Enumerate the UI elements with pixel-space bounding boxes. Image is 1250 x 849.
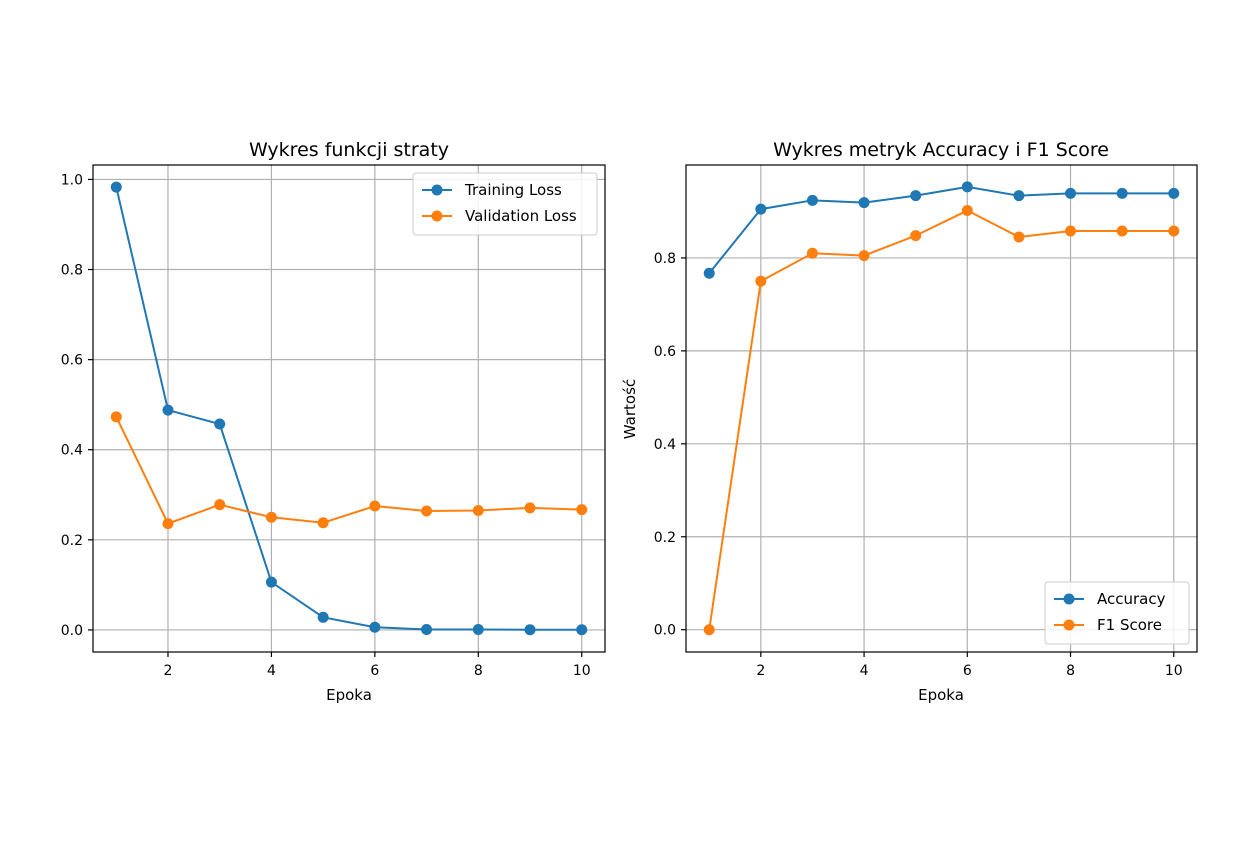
metrics-chart-legend-f1-score-marker xyxy=(1063,619,1075,631)
metrics-chart-accuracy-line xyxy=(708,185,1174,274)
metrics-chart-f1-score-point xyxy=(806,247,818,259)
metrics-chart-y-tick-label: 0.6 xyxy=(654,344,676,360)
loss-chart-legend-training-loss-label: Training Loss xyxy=(464,181,562,199)
metrics-chart-legend-f1-score-label: F1 Score xyxy=(1097,616,1162,634)
metrics-chart-f1-score-point xyxy=(1116,225,1128,237)
metrics-chart-accuracy-point xyxy=(1013,190,1025,202)
loss-chart-y-tick-label: 1.0 xyxy=(61,172,83,188)
loss-chart-training-loss-point xyxy=(214,418,226,430)
loss-chart-legend-validation-loss-marker xyxy=(431,210,443,222)
metrics-chart-f1-score-point xyxy=(1065,225,1077,237)
metrics-chart-y-tick-label: 0.8 xyxy=(654,251,676,267)
metrics-chart-x-tick-label: 4 xyxy=(860,663,869,679)
loss-chart-x-tick-label: 8 xyxy=(474,663,483,679)
metrics-chart-accuracy-point xyxy=(1168,187,1180,199)
metrics-chart-f1-score-point xyxy=(1168,225,1180,237)
loss-chart-validation-loss-point xyxy=(214,499,226,511)
loss-chart-validation-loss-point xyxy=(265,511,277,523)
loss-chart-y-tick-label: 0.8 xyxy=(61,263,83,279)
metrics-chart-x-tick-label: 2 xyxy=(756,663,765,679)
loss-chart-training-loss-point xyxy=(524,624,536,636)
metrics-chart-accuracy-point xyxy=(703,267,715,279)
metrics-chart-frame xyxy=(685,164,1198,653)
loss-chart-validation-loss-point xyxy=(317,517,329,529)
loss-chart-frame xyxy=(92,164,606,653)
metrics-chart-accuracy-point xyxy=(858,197,870,209)
loss-chart-training-loss-point xyxy=(265,576,277,588)
metrics-chart-x-tick-label: 6 xyxy=(963,663,972,679)
loss-chart-legend-validation-loss-label: Validation Loss xyxy=(465,207,577,225)
loss-chart-validation-loss-point xyxy=(421,505,433,517)
metrics-chart-f1-score-line xyxy=(708,209,1174,630)
loss-chart-validation-loss-point xyxy=(162,518,174,530)
loss-chart-validation-loss-point xyxy=(576,504,588,516)
loss-chart-y-tick-label: 0.0 xyxy=(61,623,83,639)
metrics-chart-legend-accuracy-marker xyxy=(1063,593,1075,605)
metrics-chart-legend: Accuracy F1 Score xyxy=(1044,581,1190,645)
metrics-chart-y-tick-label: 0.4 xyxy=(654,437,676,453)
metrics-chart-legend-box xyxy=(1044,581,1190,645)
metrics-chart-legend-accuracy-label: Accuracy xyxy=(1097,590,1166,608)
loss-chart-validation-loss-point xyxy=(472,505,484,517)
metrics-chart-y-axis-label: Wartość xyxy=(621,379,639,439)
metrics-chart-f1-score-point xyxy=(961,205,973,217)
loss-chart-training-loss-point xyxy=(369,621,381,633)
loss-chart-x-tick-label: 4 xyxy=(267,663,276,679)
loss-chart-training-loss-point xyxy=(472,623,484,635)
metrics-chart-y-tick-label: 0.0 xyxy=(654,623,676,639)
metrics-chart-f1-score-point xyxy=(755,275,767,287)
loss-chart-validation-loss-point xyxy=(369,500,381,512)
metrics-chart-f1-score-point xyxy=(910,230,922,242)
loss-chart-training-loss-point xyxy=(421,623,433,635)
loss-chart: Wykres funkcji straty Epoka 2 4 6 8 10 0.0 0.2… xyxy=(61,139,606,704)
metrics-chart-f1-score-point xyxy=(858,250,870,262)
loss-chart-x-tick-label: 10 xyxy=(573,663,591,679)
metrics-chart-accuracy-point xyxy=(806,194,818,206)
metrics-chart-accuracy-point xyxy=(910,190,922,202)
loss-chart-y-tick-label: 0.6 xyxy=(61,353,83,369)
loss-chart-validation-loss-point xyxy=(110,411,122,423)
metrics-chart-accuracy-point xyxy=(1116,187,1128,199)
metrics-chart-y-tick-label: 0.2 xyxy=(654,530,676,546)
metrics-chart-accuracy-point xyxy=(1065,187,1077,199)
loss-chart-x-tick-label: 6 xyxy=(370,663,379,679)
loss-chart-legend: Training Loss Validation Loss xyxy=(412,172,598,236)
metrics-chart-x-tick-label: 8 xyxy=(1066,663,1075,679)
loss-chart-training-loss-point xyxy=(317,611,329,623)
loss-chart-training-loss-line xyxy=(115,186,582,631)
loss-chart-validation-loss-point xyxy=(524,502,536,514)
loss-chart-y-tick-label: 0.4 xyxy=(61,443,83,459)
metrics-chart-f1-score-point xyxy=(703,624,715,636)
loss-chart-x-tick-label: 2 xyxy=(164,663,173,679)
metrics-chart-x-tick-label: 10 xyxy=(1165,663,1183,679)
loss-chart-training-loss-point xyxy=(110,181,122,193)
loss-chart-validation-loss-line xyxy=(115,416,582,525)
loss-chart-y-tick-label: 0.2 xyxy=(61,533,83,549)
loss-chart-x-axis-label: Epoka xyxy=(326,686,372,704)
loss-chart-training-loss-point xyxy=(162,404,174,416)
metrics-chart-accuracy-point xyxy=(755,203,767,215)
metrics-chart-f1-score-point xyxy=(1013,231,1025,243)
loss-chart-legend-box xyxy=(412,172,598,236)
metrics-chart: Wykres metryk Accuracy i F1 Score Epoka … xyxy=(621,139,1198,704)
loss-chart-legend-training-loss-marker xyxy=(431,184,443,196)
loss-chart-training-loss-point xyxy=(576,624,588,636)
metrics-chart-x-axis-label: Epoka xyxy=(918,686,964,704)
loss-chart-title: Wykres funkcji straty xyxy=(249,139,449,161)
metrics-chart-accuracy-point xyxy=(961,181,973,193)
metrics-chart-title: Wykres metryk Accuracy i F1 Score xyxy=(773,139,1109,161)
